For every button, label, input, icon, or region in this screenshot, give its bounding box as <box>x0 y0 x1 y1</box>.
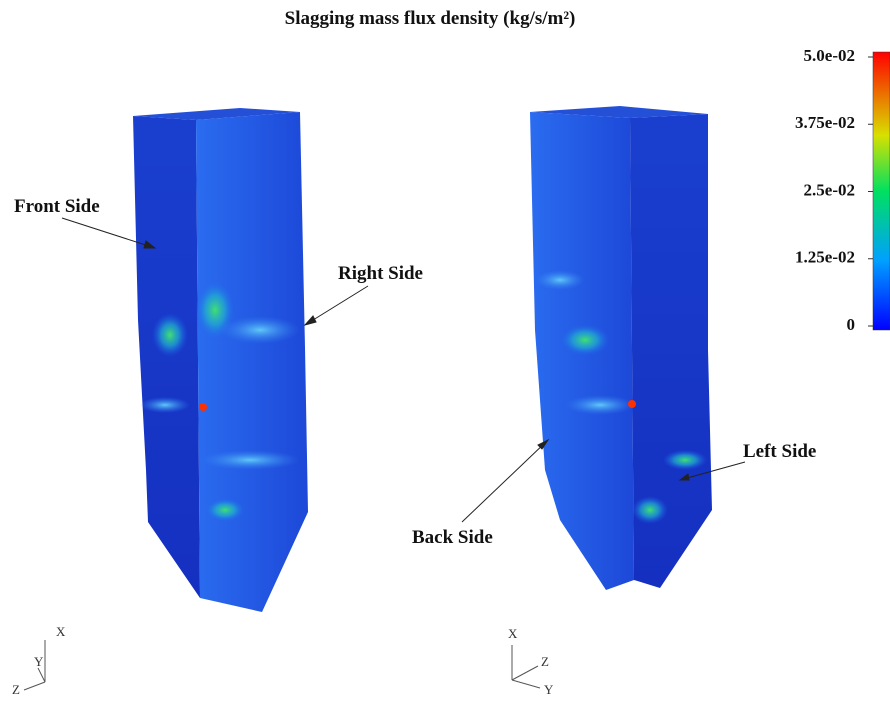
title: Slagging mass flux density (kg/s/m²) <box>285 8 576 29</box>
colorbar-tick-label: 5.0e-02 <box>804 46 855 65</box>
colorbar-tick-label: 0 <box>847 315 856 334</box>
furnace-left <box>133 108 308 612</box>
axis-label: Z <box>12 682 20 697</box>
annotation: Left Side <box>743 441 816 462</box>
axis-label: Z <box>541 654 549 669</box>
annotation: Front Side <box>14 196 100 217</box>
colorbar <box>873 52 890 330</box>
annotation: Back Side <box>412 527 493 548</box>
furnace-right <box>530 106 712 590</box>
axis-label: Y <box>34 654 44 669</box>
axis-label: Y <box>544 682 554 697</box>
colorbar-tick-label: 2.5e-02 <box>804 180 855 199</box>
colorbar-tick-label: 3.75e-02 <box>795 113 855 132</box>
annotation: Right Side <box>338 263 423 284</box>
figure: Slagging mass flux density (kg/s/m²) Fro… <box>0 0 890 698</box>
axis-triad <box>24 640 540 690</box>
axis-label: X <box>56 624 66 639</box>
axis-label: X <box>508 626 518 641</box>
colorbar-tick-label: 1.25e-02 <box>795 248 855 267</box>
